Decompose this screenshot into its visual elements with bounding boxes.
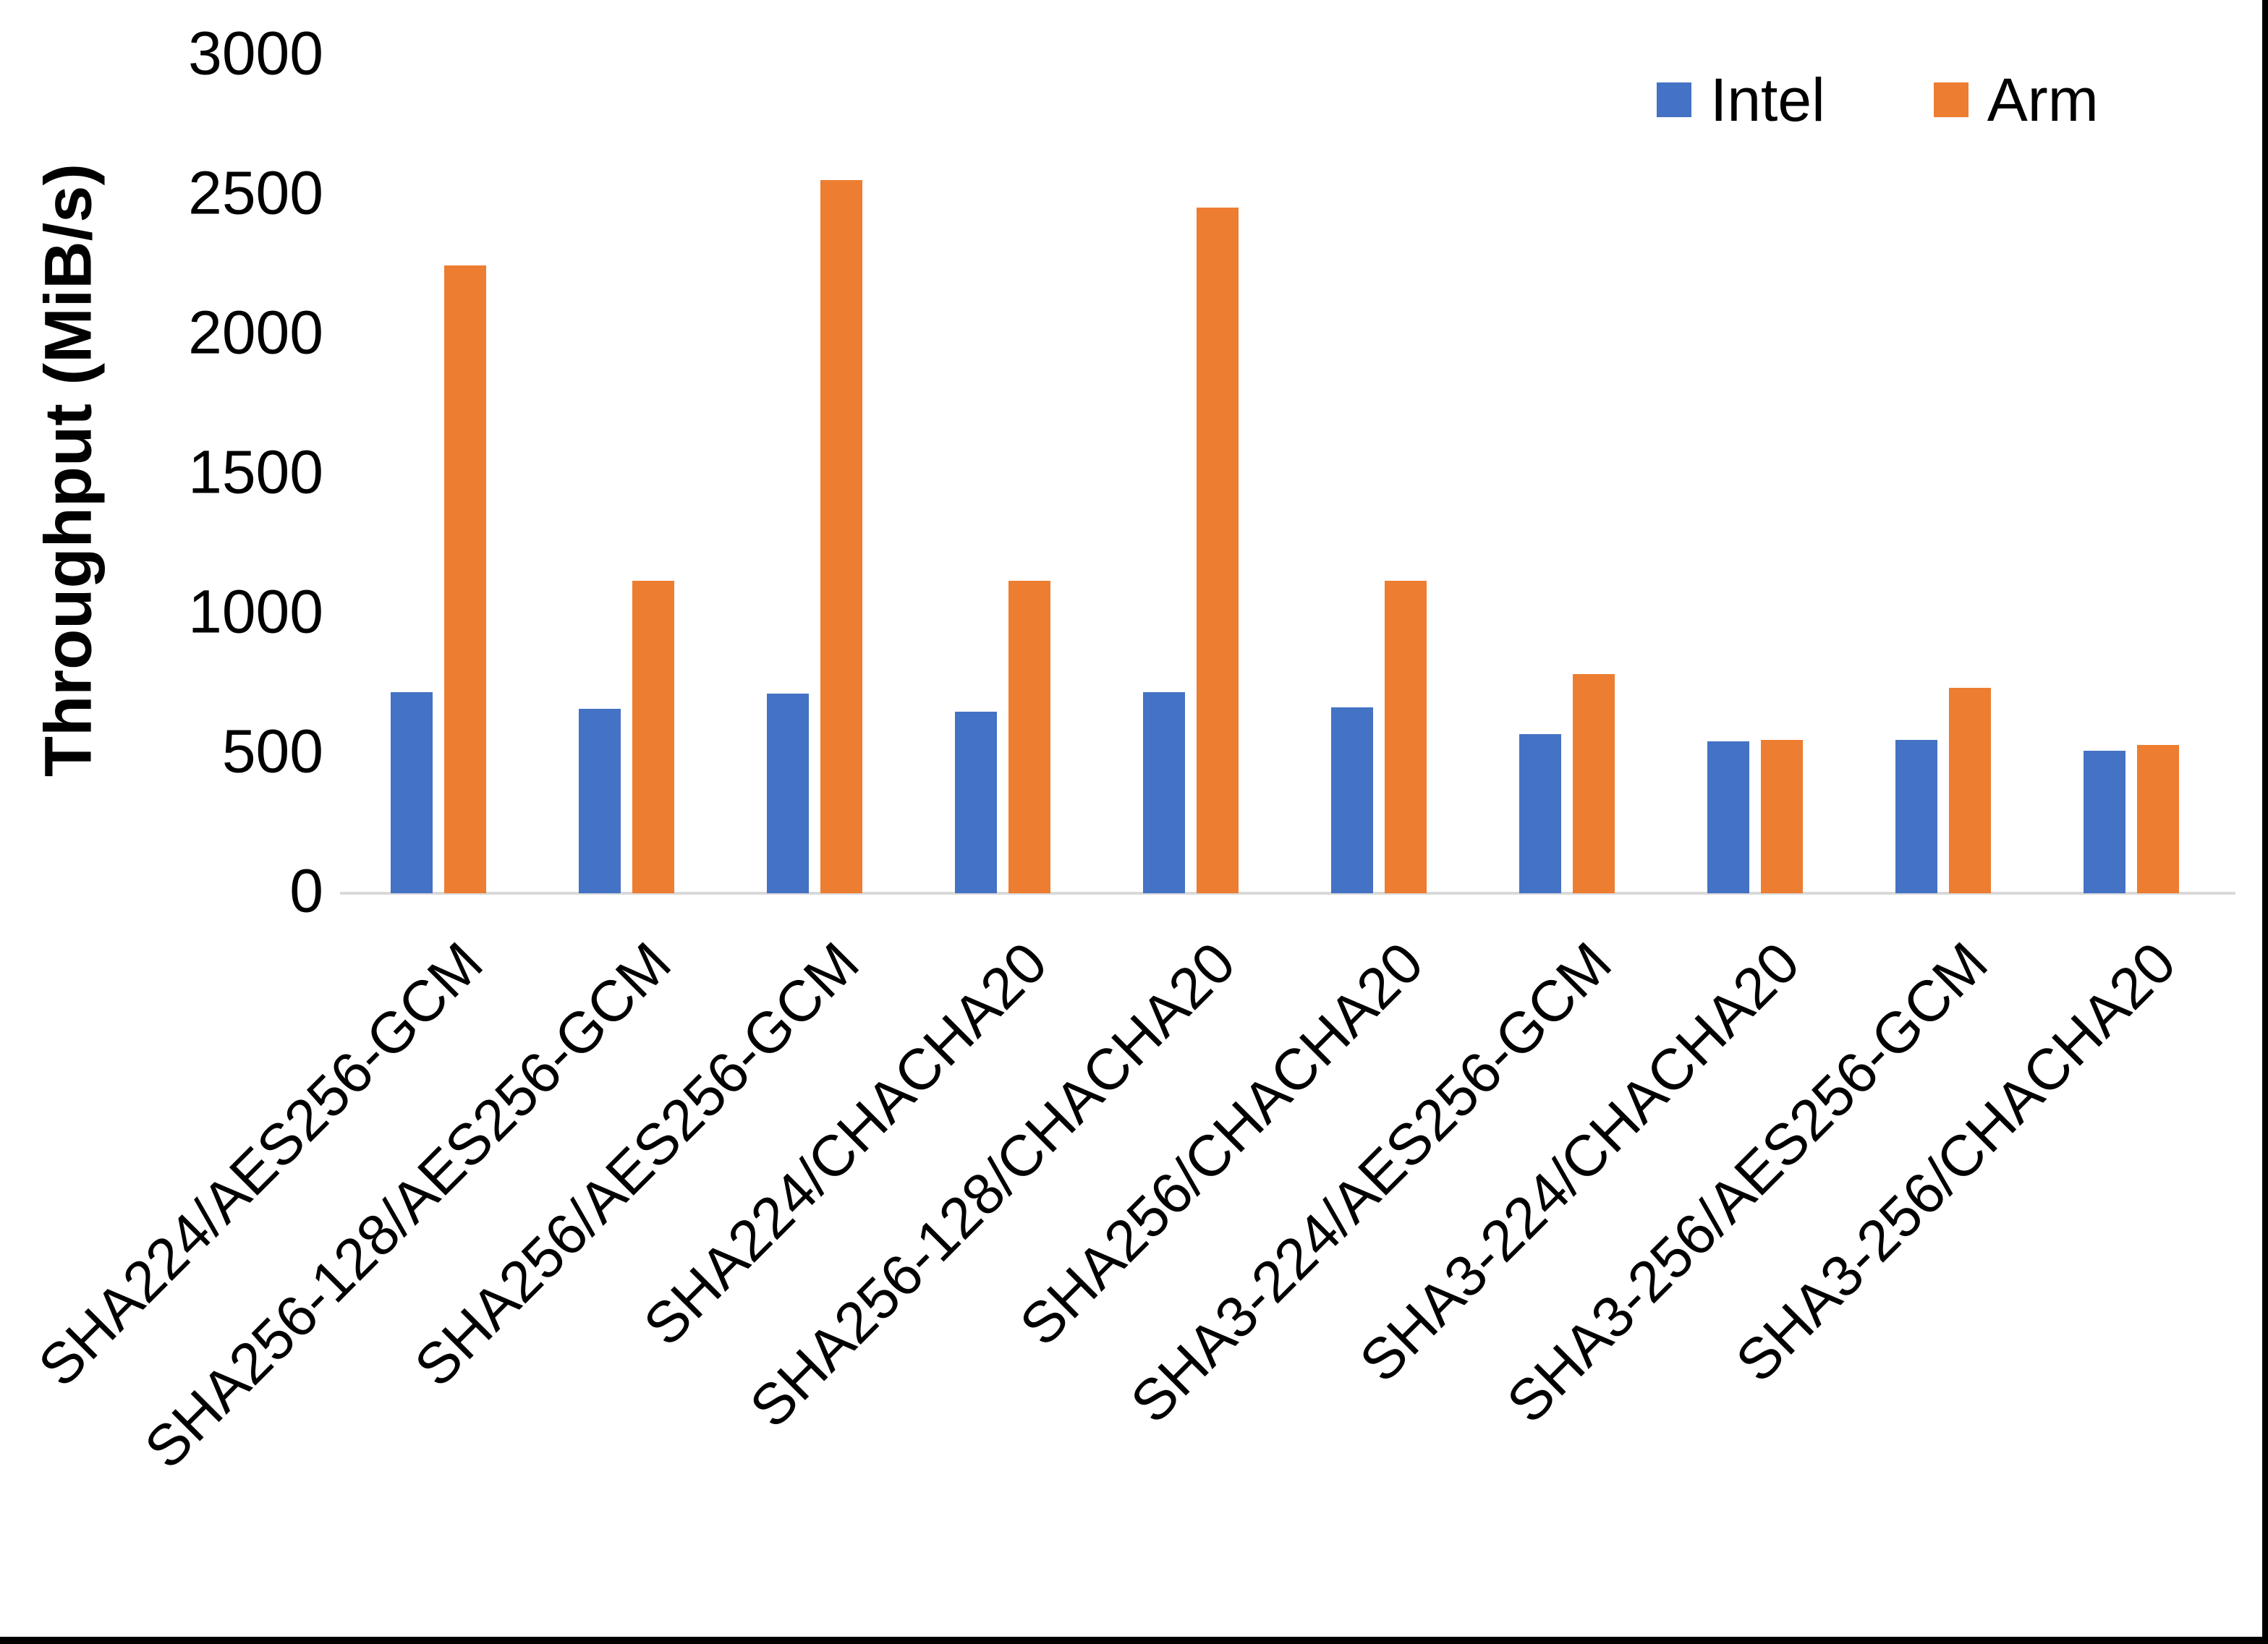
legend-item-arm: Arm bbox=[1933, 66, 2099, 134]
legend: Intel Arm bbox=[1657, 69, 2099, 130]
bar-arm-1 bbox=[632, 580, 674, 893]
y-tick-label-0: 0 bbox=[289, 856, 323, 925]
bar-intel-8 bbox=[1895, 739, 1937, 893]
y-tick-label-2000: 2000 bbox=[188, 298, 323, 367]
bar-intel-9 bbox=[2084, 751, 2125, 893]
arm-series-swatch bbox=[1933, 82, 1968, 117]
bar-intel-4 bbox=[1143, 692, 1185, 893]
y-tick-label-1000: 1000 bbox=[188, 577, 323, 646]
y-tick-label-3000: 3000 bbox=[188, 19, 323, 88]
y-axis-title: Throughput (MiB/s) bbox=[31, 163, 106, 778]
bar-intel-2 bbox=[767, 694, 809, 893]
bar-arm-0 bbox=[444, 265, 486, 893]
bar-intel-5 bbox=[1331, 707, 1373, 893]
bar-arm-5 bbox=[1385, 580, 1427, 893]
legend-label-arm: Arm bbox=[1987, 66, 2099, 134]
bar-intel-3 bbox=[955, 712, 997, 893]
bar-intel-1 bbox=[579, 709, 621, 893]
y-tick-label-2500: 2500 bbox=[188, 158, 323, 227]
bar-arm-6 bbox=[1573, 673, 1615, 893]
bar-intel-6 bbox=[1519, 733, 1561, 893]
y-tick-label-500: 500 bbox=[221, 717, 323, 785]
legend-label-intel: Intel bbox=[1710, 66, 1825, 134]
x-axis-line bbox=[340, 892, 2235, 895]
bar-arm-9 bbox=[2137, 745, 2179, 893]
intel-series-swatch bbox=[1657, 82, 1691, 117]
y-tick-label-1500: 1500 bbox=[188, 438, 323, 506]
legend-item-intel: Intel bbox=[1657, 69, 1825, 130]
bar-arm-7 bbox=[1761, 739, 1803, 893]
bar-intel-0 bbox=[391, 692, 433, 893]
bar-arm-4 bbox=[1197, 208, 1239, 893]
bar-intel-7 bbox=[1707, 741, 1749, 893]
bar-arm-2 bbox=[820, 179, 862, 893]
bar-arm-3 bbox=[1008, 580, 1050, 893]
bar-arm-8 bbox=[1949, 688, 1991, 893]
